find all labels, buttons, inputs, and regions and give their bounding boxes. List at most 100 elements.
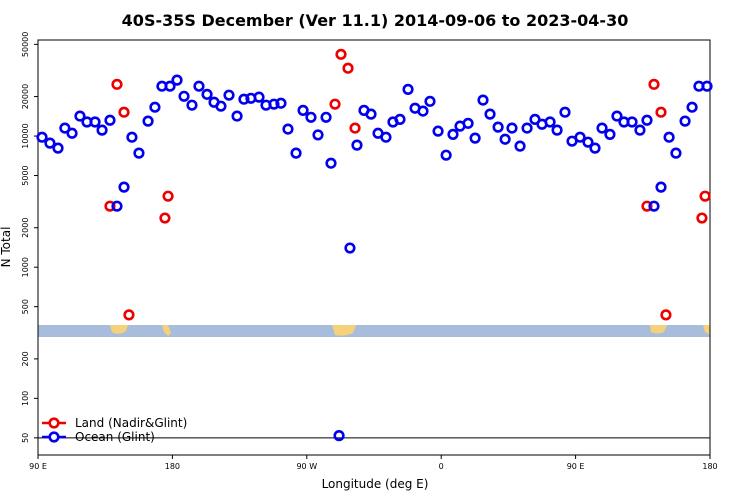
point — [349, 122, 361, 134]
y-tick-label: 200 — [21, 351, 30, 366]
point — [648, 78, 660, 90]
point — [440, 149, 452, 161]
point — [559, 106, 571, 118]
point — [402, 83, 414, 95]
point — [159, 212, 171, 224]
point — [149, 101, 161, 113]
x-axis-label: Longitude (deg E) — [322, 477, 429, 491]
point — [320, 111, 332, 123]
point — [59, 122, 71, 134]
point — [178, 90, 190, 102]
point — [634, 124, 646, 136]
point — [111, 200, 123, 212]
point — [641, 200, 653, 212]
point — [663, 131, 675, 143]
point — [484, 108, 496, 120]
y-tick-label: 1000 — [21, 257, 30, 277]
point — [469, 132, 481, 144]
y-tick-label: 10000 — [21, 123, 30, 148]
point — [424, 95, 436, 107]
point — [626, 116, 638, 128]
legend-label: Land (Nadir&Glint) — [75, 416, 187, 430]
point — [164, 80, 176, 92]
point — [660, 309, 672, 321]
legend-label: Ocean (Glint) — [75, 430, 155, 444]
point — [66, 127, 78, 139]
y-tick-label: 50 — [21, 433, 30, 443]
point — [380, 131, 392, 143]
point — [344, 242, 356, 254]
point — [297, 104, 309, 116]
point — [126, 131, 138, 143]
point — [582, 136, 594, 148]
point — [142, 115, 154, 127]
point — [89, 116, 101, 128]
legend-marker — [48, 431, 60, 443]
point — [521, 122, 533, 134]
x-tick-label: 0 — [439, 462, 444, 471]
point — [162, 190, 174, 202]
plot-frame — [37, 39, 711, 456]
point — [238, 93, 250, 105]
point — [268, 98, 280, 110]
point — [231, 110, 243, 122]
point — [574, 131, 586, 143]
point — [655, 106, 667, 118]
point — [648, 200, 660, 212]
point — [118, 181, 130, 193]
point — [290, 147, 302, 159]
point — [447, 128, 459, 140]
point — [604, 128, 616, 140]
point — [351, 139, 363, 151]
point — [655, 181, 667, 193]
point — [36, 131, 48, 143]
point — [394, 113, 406, 125]
point — [325, 157, 337, 169]
point — [193, 80, 205, 92]
point — [223, 89, 235, 101]
point — [506, 122, 518, 134]
point — [333, 430, 345, 442]
point — [275, 97, 287, 109]
point — [329, 98, 341, 110]
point — [96, 124, 108, 136]
point — [111, 78, 123, 90]
point — [551, 124, 563, 136]
x-tick-label: 180 — [702, 462, 717, 471]
point — [186, 99, 198, 111]
point — [133, 147, 145, 159]
point — [670, 147, 682, 159]
map-strip — [38, 325, 710, 337]
point — [312, 129, 324, 141]
point — [44, 137, 56, 149]
point — [686, 101, 698, 113]
chart-title: 40S-35S December (Ver 11.1) 2014-09-06 t… — [122, 11, 629, 30]
point — [215, 100, 227, 112]
point — [596, 122, 608, 134]
point — [305, 111, 317, 123]
legend-marker — [48, 417, 60, 429]
y-tick-label: 500 — [21, 299, 30, 314]
point — [282, 123, 294, 135]
point — [417, 105, 429, 117]
point — [365, 108, 377, 120]
point — [589, 142, 601, 154]
point — [171, 74, 183, 86]
point — [679, 115, 691, 127]
point — [699, 190, 711, 202]
y-tick-label: 5000 — [21, 165, 30, 185]
point — [335, 48, 347, 60]
point — [641, 114, 653, 126]
point — [462, 117, 474, 129]
point — [253, 91, 265, 103]
x-tick-label: 90 E — [29, 462, 47, 471]
point — [514, 140, 526, 152]
point — [201, 88, 213, 100]
x-tick-label: 180 — [165, 462, 180, 471]
y-tick-label: 100 — [21, 391, 30, 406]
point — [52, 142, 64, 154]
point — [696, 212, 708, 224]
point — [342, 62, 354, 74]
point — [701, 80, 713, 92]
point — [611, 110, 623, 122]
